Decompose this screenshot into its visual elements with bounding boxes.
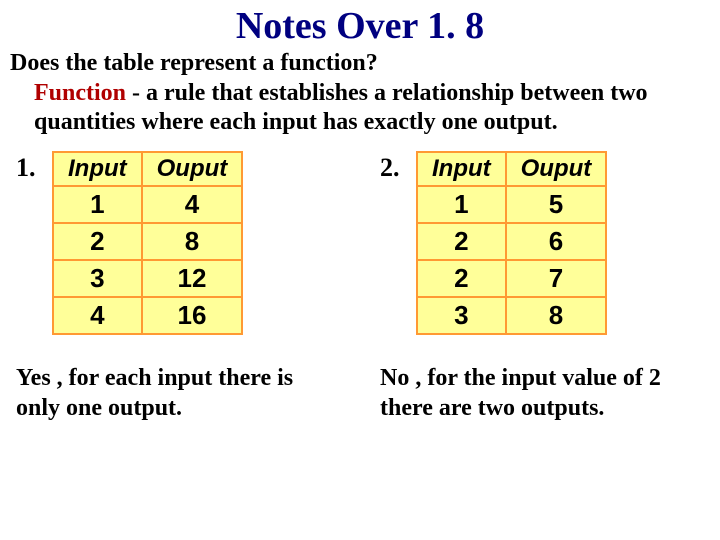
- example-2-top: 2. Input Ouput 15 26 27 38: [380, 151, 704, 335]
- cell-output: 4: [142, 186, 243, 223]
- cell-output: 6: [506, 223, 607, 260]
- example-1-table: Input Ouput 14 28 312 416: [52, 151, 243, 335]
- table-row: 38: [417, 297, 606, 334]
- header-input: Input: [53, 152, 142, 186]
- answer-rest: , for each input there is only one outpu…: [16, 365, 293, 421]
- example-1: 1. Input Ouput 14 28 312 416 Yes , for e…: [16, 151, 340, 423]
- example-2: 2. Input Ouput 15 26 27 38 No , for the …: [380, 151, 704, 423]
- table-row: 28: [53, 223, 242, 260]
- header-input: Input: [417, 152, 506, 186]
- page-title: Notes Over 1. 8: [0, 0, 720, 48]
- cell-output: 8: [142, 223, 243, 260]
- cell-input: 3: [53, 260, 142, 297]
- header-output: Ouput: [142, 152, 243, 186]
- table-row: 27: [417, 260, 606, 297]
- definition-text: Function - a rule that establishes a rel…: [0, 79, 720, 137]
- table-row: 26: [417, 223, 606, 260]
- table-row: 312: [53, 260, 242, 297]
- cell-output: 8: [506, 297, 607, 334]
- cell-output: 16: [142, 297, 243, 334]
- cell-input: 2: [53, 223, 142, 260]
- answer-lead: Yes: [16, 365, 51, 391]
- definition-body: - a rule that establishes a relationship…: [34, 80, 648, 135]
- example-1-top: 1. Input Ouput 14 28 312 416: [16, 151, 340, 335]
- answer-rest: , for the input value of 2 there are two…: [380, 365, 661, 421]
- cell-output: 5: [506, 186, 607, 223]
- cell-output: 12: [142, 260, 243, 297]
- cell-input: 2: [417, 260, 506, 297]
- cell-input: 1: [417, 186, 506, 223]
- cell-input: 2: [417, 223, 506, 260]
- example-2-table: Input Ouput 15 26 27 38: [416, 151, 607, 335]
- cell-output: 7: [506, 260, 607, 297]
- cell-input: 1: [53, 186, 142, 223]
- answer-lead: No: [380, 365, 409, 391]
- table-row: 15: [417, 186, 606, 223]
- definition-term: Function: [34, 80, 126, 106]
- cell-input: 4: [53, 297, 142, 334]
- cell-input: 3: [417, 297, 506, 334]
- example-1-number: 1.: [16, 151, 44, 183]
- table-row: 14: [53, 186, 242, 223]
- table-header-row: Input Ouput: [53, 152, 242, 186]
- table-header-row: Input Ouput: [417, 152, 606, 186]
- example-2-number: 2.: [380, 151, 408, 183]
- examples-row: 1. Input Ouput 14 28 312 416 Yes , for e…: [0, 151, 720, 423]
- question-text: Does the table represent a function?: [0, 50, 720, 77]
- example-1-answer: Yes , for each input there is only one o…: [16, 363, 340, 423]
- header-output: Ouput: [506, 152, 607, 186]
- example-2-answer: No , for the input value of 2 there are …: [380, 363, 704, 423]
- table-row: 416: [53, 297, 242, 334]
